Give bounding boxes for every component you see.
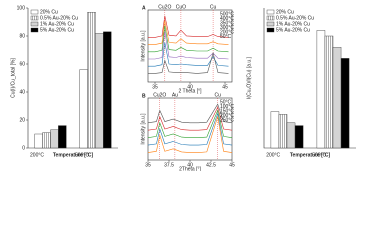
panel-label: A bbox=[142, 5, 146, 11]
x-tick-label: 200°C bbox=[30, 152, 44, 158]
y-tick-label: 40 bbox=[19, 89, 25, 95]
annotation: Cu2O bbox=[158, 4, 171, 10]
line bbox=[147, 116, 233, 153]
annotation: Cu bbox=[215, 92, 222, 98]
x-tick-label: 200°C bbox=[266, 152, 280, 158]
bar bbox=[278, 114, 288, 149]
legend-label: 400°C bbox=[220, 16, 234, 22]
y-tick-label: 100 bbox=[17, 5, 26, 11]
y-tick-label: 20 bbox=[19, 117, 25, 123]
legend-swatch bbox=[266, 27, 275, 33]
legend-label: 50°C bbox=[220, 99, 232, 105]
bar bbox=[42, 132, 51, 149]
legend-label: 0.5% Au-20% Cu bbox=[40, 15, 78, 21]
x-axis-label: 2Theta [°] bbox=[179, 166, 201, 171]
x-tick-label: 42.5 bbox=[206, 162, 216, 168]
bar bbox=[316, 30, 326, 149]
legend-label: 100°C bbox=[220, 104, 234, 110]
legend-swatch bbox=[266, 9, 275, 15]
bar bbox=[324, 35, 334, 149]
legend-swatch bbox=[30, 15, 39, 21]
bar bbox=[34, 133, 43, 149]
annotation: Cu bbox=[210, 4, 217, 10]
x-axis-label: Temperature [°C] bbox=[53, 152, 94, 158]
x-axis-label: Temperature [°C] bbox=[290, 152, 331, 158]
x-tick-label: 500°C bbox=[75, 152, 89, 158]
line bbox=[148, 25, 229, 53]
bar bbox=[50, 129, 59, 149]
x-tick-label: 37.5 bbox=[164, 162, 174, 168]
annotation: Au bbox=[172, 92, 178, 98]
legend-label: 250°C bbox=[220, 117, 234, 123]
legend-label: 0.5% Au-20% Cu bbox=[276, 15, 314, 21]
bar bbox=[294, 125, 304, 149]
legend-label: 350°C bbox=[220, 20, 234, 26]
bar bbox=[79, 69, 88, 149]
bar bbox=[286, 122, 296, 149]
y-axis-label: I(Cu₂O)/I(Cu) [a.u.] bbox=[246, 56, 252, 99]
legend-label: 1% Au-20% Cu bbox=[40, 21, 74, 27]
line bbox=[147, 109, 233, 138]
bar bbox=[340, 58, 350, 149]
bar bbox=[58, 125, 67, 149]
x-axis-label: 2 Theta [°] bbox=[178, 88, 202, 94]
x-tick-label: 40 bbox=[187, 162, 193, 168]
line bbox=[148, 15, 229, 38]
bar bbox=[332, 47, 342, 149]
line bbox=[147, 106, 233, 131]
line bbox=[147, 112, 233, 146]
bar bbox=[103, 31, 112, 149]
legend-label: 500°C bbox=[220, 11, 234, 17]
legend-label: 5% Au-20% Cu bbox=[276, 27, 310, 33]
panel-label: B bbox=[142, 93, 146, 99]
legend-swatch bbox=[266, 21, 275, 27]
x-tick-label: 40 bbox=[187, 84, 193, 90]
y-tick-label: 0 bbox=[22, 145, 25, 151]
legend-label: 200°C bbox=[220, 29, 234, 35]
line bbox=[147, 103, 233, 124]
bar bbox=[87, 11, 96, 149]
legend-label: 50°C bbox=[220, 34, 232, 40]
legend-label: 20% Cu bbox=[40, 9, 58, 15]
line bbox=[148, 42, 229, 67]
x-tick-label: 45 bbox=[229, 162, 235, 168]
bar bbox=[270, 111, 280, 149]
legend-label: 150°C bbox=[220, 108, 234, 114]
y-axis-label: Intensity [a.u.] bbox=[140, 30, 146, 62]
x-tick-label: 45 bbox=[222, 84, 228, 90]
x-tick-label: 35 bbox=[145, 162, 151, 168]
y-axis-label: Intensity [a.u.] bbox=[140, 113, 146, 145]
line bbox=[148, 52, 229, 74]
y-tick-label: 60 bbox=[19, 61, 25, 67]
y-tick-label: 80 bbox=[19, 33, 25, 39]
x-tick-label: 35 bbox=[152, 84, 158, 90]
legend-swatch bbox=[30, 27, 39, 33]
line bbox=[148, 20, 229, 45]
x-tick-label: 500°C bbox=[312, 152, 326, 158]
legend-label: 20% Cu bbox=[276, 9, 294, 15]
annotation: Cu2O bbox=[153, 92, 166, 98]
annotation: CuO bbox=[176, 4, 186, 10]
y-axis-label: Cu(I)/Cu_total [%] bbox=[10, 58, 16, 98]
legend-swatch bbox=[30, 9, 39, 15]
legend-label: 1% Au-20% Cu bbox=[276, 21, 310, 27]
legend-label: 300°C bbox=[220, 25, 234, 31]
legend-label: 200°C bbox=[220, 113, 234, 119]
legend-label: 5% Au-20% Cu bbox=[40, 27, 74, 33]
legend-swatch bbox=[266, 15, 275, 21]
bar bbox=[95, 33, 104, 149]
legend-swatch bbox=[30, 21, 39, 27]
